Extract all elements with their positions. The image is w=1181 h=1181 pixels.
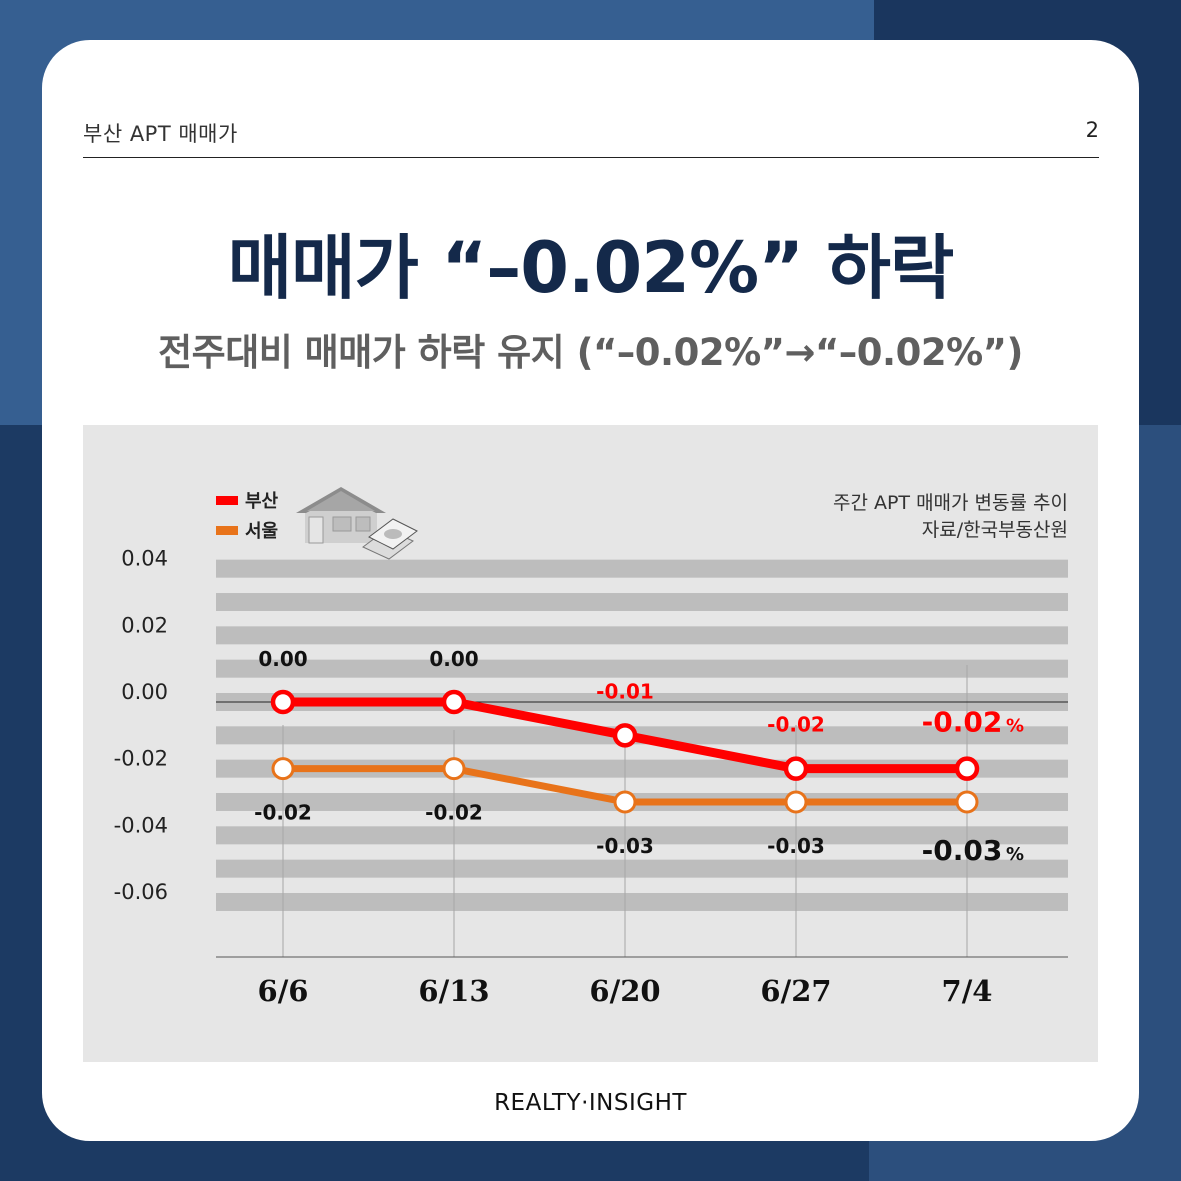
y-tick-label: 0.00: [121, 680, 168, 704]
grid-band: [216, 892, 1068, 911]
x-tick-label: 6/13: [418, 974, 489, 1008]
grid-band: [216, 559, 1068, 578]
legend-label-seoul: 서울: [245, 521, 278, 542]
data-point-busan: [441, 689, 467, 715]
data-label-unit-seoul: %: [1006, 844, 1024, 865]
series-points: [270, 689, 980, 814]
line-chart: 0.040.020.00-0.02-0.04-0.06 6/6 6/13 6/20 6…: [114, 487, 1068, 1008]
legend-label-busan: 부산: [245, 491, 279, 512]
x-tick-label: 6/6: [258, 974, 309, 1008]
data-point-busan: [270, 689, 296, 715]
legend-swatch-seoul: [216, 526, 238, 535]
legend: 부산 서울: [216, 491, 279, 542]
header-title: 부산 APT 매매가: [83, 122, 238, 146]
house-and-money-icon: [296, 487, 418, 560]
data-label-seoul: -0.03: [922, 834, 1003, 867]
y-axis-ticks: 0.04 0.02 0.00 -0.02 -0.04 -0.06: [114, 547, 168, 904]
chart-title: 주간 APT 매매가 변동률 추이: [833, 492, 1068, 514]
headline: 매매가 “–0.02%” 하락: [227, 227, 955, 309]
data-label-unit-busan: %: [1006, 716, 1024, 737]
grid-band: [216, 826, 1068, 845]
data-point-seoul: [613, 790, 637, 814]
chart-panel: 0.04 0.02 0.00 -0.02 -0.04 -0.06 6/6 6/13 6/20 6…: [83, 425, 1098, 1062]
chart-source: 자료/한국부동산원: [922, 519, 1068, 541]
y-tick-label: 0.04: [121, 547, 168, 571]
header-divider: [83, 157, 1099, 158]
y-tick-label: -0.04: [114, 813, 168, 837]
x-axis-ticks: 6/6 6/13 6/20 6/27 7/4: [258, 974, 993, 1008]
subheadline: 전주대비 매매가 하락 유지 (“–0.02%”→“–0.02%”): [158, 331, 1023, 374]
data-label-busan: 0.00: [429, 647, 478, 671]
data-label-seoul: -0.03: [596, 834, 654, 858]
data-label-seoul: -0.02: [254, 801, 312, 825]
content-card: 부산 APT 매매가 2 매매가 “–0.02%” 하락 전주대비 매매가 하락…: [42, 40, 1139, 1141]
data-label-busan: 0.00: [258, 647, 307, 671]
data-point-seoul: [271, 757, 295, 781]
brand-logo: REALTY·INSIGHT: [494, 1090, 687, 1116]
data-label-busan: -0.01: [596, 679, 654, 703]
data-label-seoul: -0.03: [767, 834, 825, 858]
grid-band: [216, 859, 1068, 878]
y-tick-label: -0.06: [114, 880, 168, 904]
data-label-seoul: -0.02: [425, 801, 483, 825]
data-label-busan: -0.02: [767, 713, 825, 737]
x-tick-label: 6/27: [760, 974, 831, 1008]
data-point-busan: [954, 756, 980, 781]
x-tick-label: 6/20: [589, 974, 660, 1008]
data-label-busan: -0.02: [922, 706, 1003, 739]
page-number: 2: [1085, 118, 1099, 142]
data-point-seoul: [784, 790, 808, 814]
data-labels: 0.00 0.00-0.01-0.02 -0.02 %-0.02 -0.02-0.03-…: [254, 647, 1024, 867]
data-point-seoul: [442, 757, 466, 781]
data-point-seoul: [955, 790, 979, 814]
data-point-busan: [783, 756, 809, 781]
y-tick-label: 0.02: [121, 613, 168, 637]
legend-swatch-busan: [216, 496, 238, 505]
grid-band: [216, 593, 1068, 612]
y-tick-label: -0.02: [114, 747, 168, 771]
grid-band: [216, 626, 1068, 645]
grid-band: [216, 659, 1068, 678]
data-point-busan: [612, 723, 638, 748]
x-tick-label: 7/4: [942, 974, 993, 1008]
